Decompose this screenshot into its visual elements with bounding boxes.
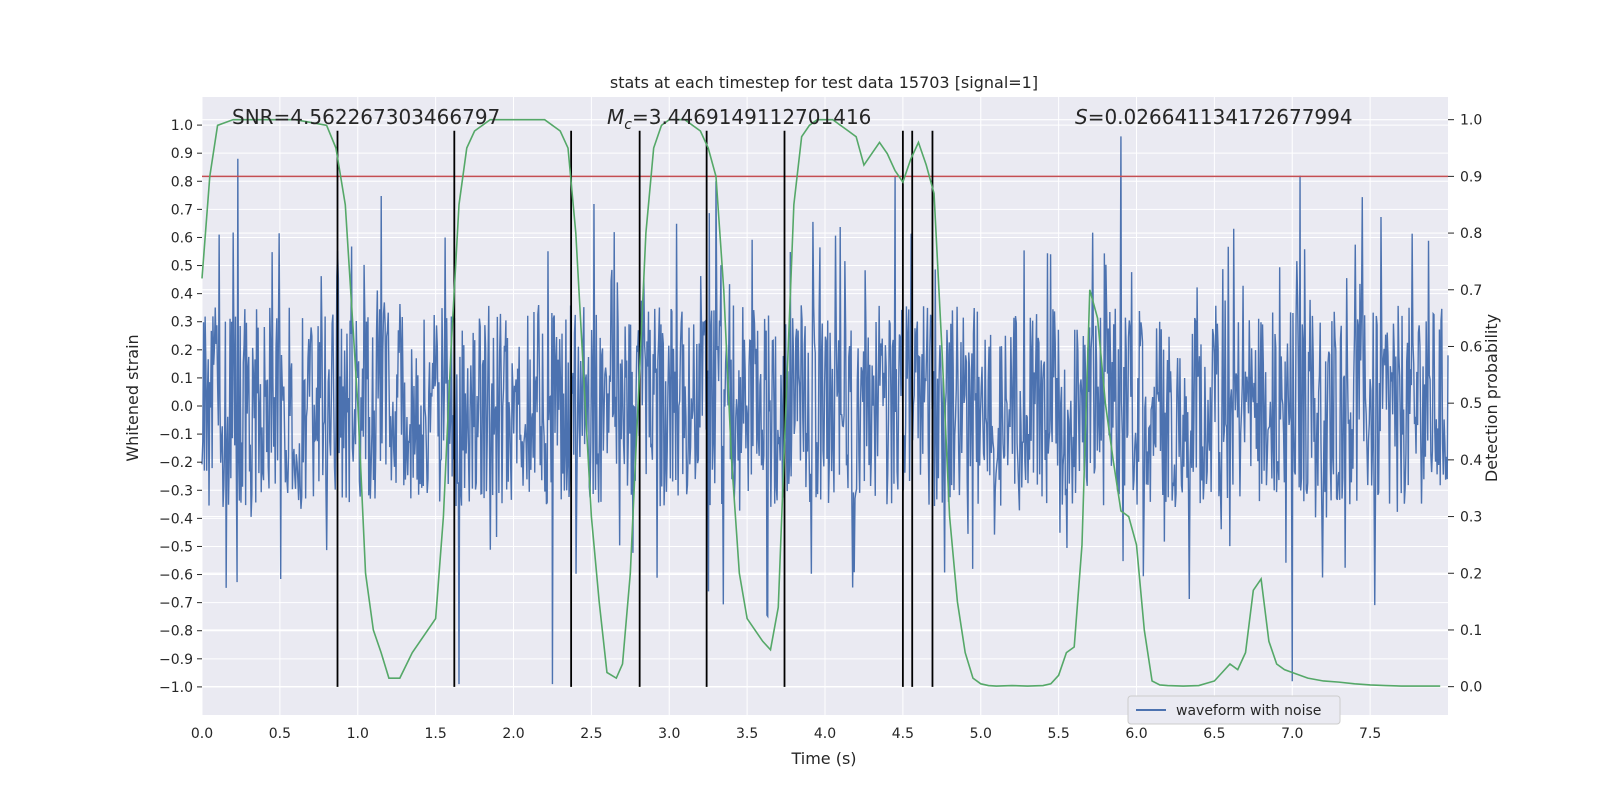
x-tick-label: 4.5 — [892, 726, 914, 742]
vertical-markers — [336, 130, 934, 687]
legend-label: waveform with noise — [1176, 703, 1321, 719]
s-annotation: S=0.026641134172677994 — [1075, 105, 1353, 129]
y-tick-label: 1.0 — [171, 118, 193, 134]
y-tick-label: −0.9 — [159, 652, 193, 668]
y-tick-label: −0.2 — [159, 455, 193, 471]
x-tick-label: 1.5 — [424, 726, 446, 742]
chirp-mass-value: =3.4469149112701416 — [632, 105, 871, 129]
x-tick-label: 1.0 — [347, 726, 369, 742]
y2-tick-label: 0.2 — [1460, 566, 1482, 582]
y-axis-label: Whitened strain — [123, 334, 142, 461]
y2-tick-label: 1.0 — [1460, 113, 1482, 129]
x-tick-label: 6.5 — [1203, 726, 1225, 742]
y-tick-label: −0.8 — [159, 624, 193, 640]
s-value: =0.026641134172677994 — [1088, 105, 1353, 129]
y2-tick-label: 0.4 — [1460, 453, 1482, 469]
x-tick-label: 5.0 — [970, 726, 992, 742]
y2-tick-label: 0.8 — [1460, 226, 1482, 242]
y2-tick-label: 0.0 — [1460, 680, 1482, 696]
chirp-mass-annotation: Mc=3.4469149112701416 — [607, 105, 871, 133]
y-tick-label: 0.9 — [171, 146, 193, 162]
x-axis-ticks: 0.0 0.5 1.0 1.5 2.0 2.5 3.0 3.5 4.0 4.5 5.0 5.5 6.0 6… — [191, 726, 1381, 742]
y-tick-label: 0.7 — [171, 202, 193, 218]
x-tick-label: 2.5 — [580, 726, 602, 742]
probability-series — [201, 118, 1441, 687]
x-tick-label: 7.0 — [1281, 726, 1303, 742]
y2-tick-label: 0.5 — [1460, 396, 1482, 412]
y-tick-label: 0.4 — [171, 287, 193, 303]
y-tick-label: 0.0 — [171, 399, 193, 415]
y2-tick-label: 0.6 — [1460, 339, 1482, 355]
y2-tick-label: 0.9 — [1460, 169, 1482, 185]
x-tick-label: 4.0 — [814, 726, 836, 742]
x-tick-label: 3.5 — [736, 726, 758, 742]
y2-tick-label: 0.1 — [1460, 623, 1482, 639]
y-tick-label: −0.5 — [159, 539, 193, 555]
legend: waveform with noise — [1127, 695, 1341, 725]
waveform-series — [201, 136, 1449, 685]
x-axis-label: Time (s) — [790, 749, 856, 768]
x-tick-label: 7.5 — [1359, 726, 1381, 742]
y2-tick-label: 0.7 — [1460, 283, 1482, 299]
y-tick-label: 0.6 — [171, 230, 193, 246]
y-tick-label: 0.8 — [171, 174, 193, 190]
y-tick-label: −0.4 — [159, 511, 193, 527]
x-tick-label: 0.0 — [191, 726, 213, 742]
y-tick-label: −1.0 — [159, 680, 193, 696]
x-tick-label: 5.5 — [1047, 726, 1069, 742]
y-tick-label: 0.5 — [171, 259, 193, 275]
y-tick-label: 0.2 — [171, 343, 193, 359]
x-tick-label: 3.0 — [658, 726, 680, 742]
y-tick-label: −0.1 — [159, 427, 193, 443]
probability-line — [201, 118, 1441, 687]
y2-axis-ticks: 1.0 0.9 0.8 0.7 0.6 0.5 0.4 0.3 0.2 0.1 0.0 — [1448, 113, 1482, 696]
y-tick-label: −0.7 — [159, 596, 193, 612]
snr-annotation: SNR=4.562267303466797 — [232, 105, 500, 129]
y-tick-label: 0.3 — [171, 315, 193, 331]
y-tick-label: −0.3 — [159, 483, 193, 499]
x-tick-label: 2.0 — [502, 726, 524, 742]
chart-title: stats at each timestep for test data 157… — [610, 73, 1038, 92]
y2-axis-label: Detection probability — [1482, 314, 1501, 482]
x-tick-label: 0.5 — [269, 726, 291, 742]
legend-box — [1127, 695, 1341, 725]
y-axis-ticks: 1.0 0.9 0.8 0.7 0.6 0.5 0.4 0.3 0.2 0.1 0.0 −0.1 −0.… — [159, 118, 202, 696]
chirp-mass-subscript: c — [624, 117, 632, 133]
y-tick-label: 0.1 — [171, 371, 193, 387]
chirp-mass-symbol: M — [607, 105, 624, 129]
x-tick-label: 6.0 — [1125, 726, 1147, 742]
s-symbol: S — [1075, 105, 1088, 129]
y-tick-label: −0.6 — [159, 568, 193, 584]
y2-tick-label: 0.3 — [1460, 510, 1482, 526]
waveform-line — [201, 136, 1449, 685]
